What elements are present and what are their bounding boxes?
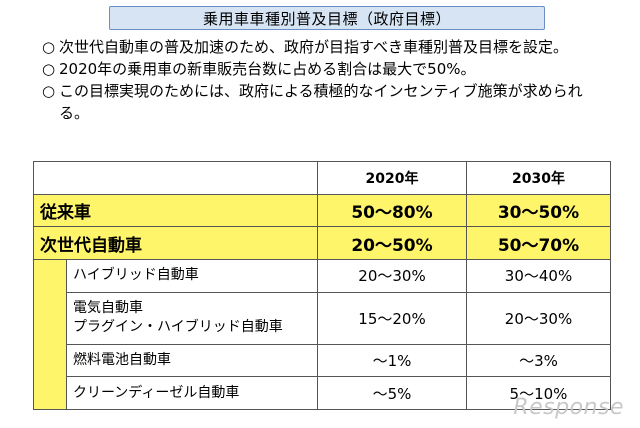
bullet-item: ○ 次世代自動車の普及加速のため、政府が目指すべき車種別普及目標を設定。 [42,36,602,58]
cell-2020: 20〜30% [317,259,467,293]
row-label-next-gen: 次世代自動車 [33,226,318,261]
bullet-item: ○ 2020年の乗用車の新車販売台数に占める割合は最大で50%。 [42,58,602,80]
table-row: 燃料電池自動車 〜1% 〜3% [34,343,611,378]
bullet-mark: ○ [42,60,56,78]
table-row: ハイブリッド自動車 20〜30% 30〜40% [33,259,611,410]
row-label-phev: プラグイン・ハイブリッド自動車 [73,319,283,336]
header-2030: 2030年 [466,161,611,195]
table-row: 従来車 50〜80% 30〜50% [33,193,611,228]
header-2020: 2020年 [317,161,467,195]
bullet-mark: ○ [42,82,56,100]
cell-2020: 50〜80% [317,193,467,228]
row-label-ev: 電気自動車 [73,300,143,317]
cell-2030: 50〜70% [466,226,611,261]
bullet-mark: ○ [42,38,56,56]
row-label-hybrid: ハイブリッド自動車 [66,259,318,293]
cell-2030: 〜3% [466,343,611,378]
row-label-clean-diesel: クリーンディーゼル自動車 [66,376,318,410]
header-empty-cell [33,161,318,195]
cell-2020: 15〜20% [317,291,467,345]
bullet-list: ○ 次世代自動車の普及加速のため、政府が目指すべき車種別普及目標を設定。 ○ 2… [42,36,602,124]
indent-cell [33,259,67,410]
cell-2020: 〜5% [317,376,467,410]
table-row: 電気自動車 プラグイン・ハイブリッド自動車 15〜20% 20〜30% [34,291,611,345]
table-row: クリーンディーゼル自動車 〜5% 5〜10% [34,376,611,410]
cell-2030: 20〜30% [466,291,611,345]
table-header-row: 2020年 2030年 [33,161,611,195]
bullet-item: ○ この目標実現のためには、政府による積極的なインセンティブ施策が求められる。 [42,80,602,124]
row-label-fuel-cell: 燃料電池自動車 [66,343,318,378]
table-row: 次世代自動車 20〜50% 50〜70% [33,226,611,261]
response-watermark: Response [513,395,624,420]
bullet-text: この目標実現のためには、政府による積極的なインセンティブ施策が求められる。 [59,82,583,122]
cell-2030: 5〜10% [466,376,611,410]
cell-2030: 30〜40% [466,259,611,293]
bullet-text: 次世代自動車の普及加速のため、政府が目指すべき車種別普及目標を設定。 [59,38,568,56]
bullet-text: 2020年の乗用車の新車販売台数に占める割合は最大で50%。 [59,60,476,78]
cell-2030: 30〜50% [466,193,611,228]
row-label-ev-phev: 電気自動車 プラグイン・ハイブリッド自動車 [66,291,318,345]
page-title: 乗用車車種別普及目標（政府目標） [109,6,545,30]
page-title-text: 乗用車車種別普及目標（政府目標） [202,9,451,28]
cell-2020: 20〜50% [317,226,467,261]
row-label-conventional: 従来車 [33,193,318,228]
target-table: 2020年 2030年 従来車 50〜80% 30〜50% 次世代自動車 20〜… [33,161,611,410]
cell-2020: 〜1% [317,343,467,378]
